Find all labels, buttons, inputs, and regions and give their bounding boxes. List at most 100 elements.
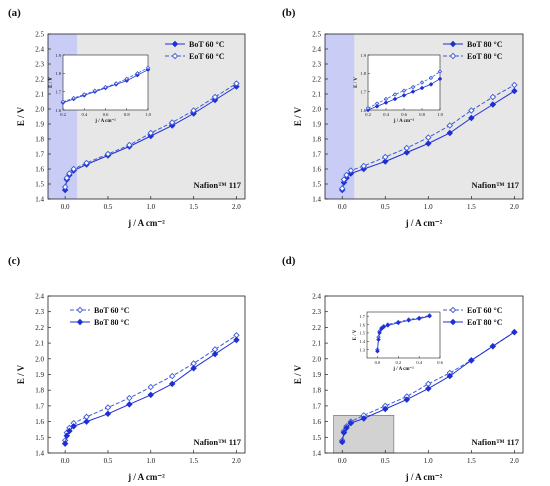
data-point: [233, 80, 240, 87]
inset-y-axis-label: E / V: [353, 329, 358, 340]
inset-y-tick-label: 1.7: [360, 89, 366, 94]
y-tick-label: 1.4: [312, 196, 321, 204]
y-tick-label: 2.3: [35, 61, 44, 69]
y-tick-label: 1.5: [35, 434, 44, 442]
y-tick-label: 1.9: [35, 371, 44, 379]
inset-data-point: [428, 75, 434, 81]
inset-x-tick-label: 0.4: [81, 112, 87, 117]
data-point: [511, 328, 518, 336]
inset-y-tick-label: 1.3: [359, 347, 365, 352]
inset-data-point: [82, 92, 87, 97]
inset-data-point: [124, 76, 129, 82]
axes-frame: [324, 33, 524, 200]
legend-marker: [171, 52, 179, 60]
legend-marker: [449, 40, 457, 48]
data-point: [446, 122, 454, 129]
y-tick-label: 1.7: [312, 402, 321, 410]
legend-label: BoT 80 °C: [94, 318, 130, 327]
x-tick-label: 2.0: [510, 203, 519, 211]
inset-data-point: [377, 330, 382, 336]
inset-y-tick-label: 1.9: [55, 53, 61, 58]
y-tick-label: 2.5: [35, 31, 44, 39]
inset-y-tick-label: 1.6: [360, 108, 366, 113]
data-point: [347, 419, 355, 427]
material-annotation: Nafion™ 117: [472, 180, 520, 190]
y-tick-label: 2.3: [312, 61, 321, 69]
y-tick-label: 1.8: [35, 387, 44, 395]
data-point: [446, 129, 454, 137]
data-point: [190, 364, 197, 372]
inset-x-axis-label: j / A cm⁻²: [392, 366, 414, 372]
y-tick-label: 1.5: [312, 434, 321, 442]
x-axis-label: j / A cm⁻²: [405, 218, 443, 228]
y-tick-label: 2.1: [312, 91, 321, 99]
y-axis-label: E / V: [293, 106, 303, 126]
data-point: [489, 93, 497, 101]
data-point: [425, 134, 432, 141]
inset-x-tick-label: 0.8: [419, 112, 425, 117]
x-tick-label: 1.0: [146, 457, 155, 465]
inset-data-point: [416, 316, 422, 321]
data-point: [338, 185, 346, 192]
data-point: [468, 357, 475, 364]
inset-x-tick-label: 1.0: [437, 112, 443, 117]
data-point: [70, 165, 77, 173]
inset-data-point: [145, 65, 151, 71]
y-tick-label: 2.4: [35, 293, 44, 301]
data-point: [61, 183, 69, 191]
data-point: [338, 438, 346, 446]
inset-y-tick-label: 1.5: [359, 331, 365, 336]
inset-x-tick-label: 0.6: [103, 112, 109, 117]
inset-data-point: [365, 105, 371, 111]
inset-data-point: [410, 89, 416, 94]
legend-label: BoT 60 °C: [189, 40, 225, 49]
data-point: [347, 167, 355, 174]
x-tick-label: 2.0: [232, 457, 241, 465]
y-tick-label: 1.8: [35, 136, 44, 144]
inset-chart: 1.3 1.4 1.5 1.6 1.7 0.0 0.2 0.4 0.6 j / A cm⁻² E /…: [353, 311, 444, 372]
inset-data-point: [410, 84, 416, 90]
inset-data-point: [375, 349, 380, 354]
inset-x-tick-label: 0.8: [124, 112, 130, 117]
data-point: [489, 343, 497, 350]
data-point: [211, 93, 219, 101]
inset-y-tick-label: 1.8: [55, 71, 61, 76]
inset-data-point: [392, 92, 398, 97]
x-tick-label: 0.5: [381, 203, 390, 211]
data-point: [63, 174, 71, 182]
inset-data-point: [381, 324, 386, 330]
inset-data-point: [419, 85, 425, 91]
inset-data-point: [71, 95, 76, 101]
panel-a: (a) 1.4 1.5 1.6 1.7 1.8 1.9 2.0 2.1 2.2 2.3 2.4 2.5 0…: [8, 7, 246, 228]
inset-data-point: [383, 96, 389, 102]
panel-b: (b) 1.4 1.5 1.6 1.7 1.8 1.9 2.0 2.1 2.2 2.3 2.4 2.5 0…: [282, 7, 524, 228]
y-tick-label: 2.2: [312, 324, 321, 332]
data-point: [382, 153, 389, 161]
data-point: [340, 176, 348, 183]
legend-marker: [171, 40, 179, 48]
axes-frame: [47, 33, 246, 200]
inset-y-tick-label: 1.9: [360, 53, 366, 58]
inset-data-point: [385, 323, 391, 328]
inset-data-point: [113, 81, 119, 86]
legend-label: BoT 60 °C: [94, 306, 130, 315]
y-tick-label: 1.5: [35, 181, 44, 189]
data-point: [168, 372, 176, 380]
inset-data-point: [396, 320, 401, 326]
inset-data-point: [374, 104, 380, 109]
y-tick-label: 1.9: [312, 121, 321, 129]
inset-y-tick-label: 1.6: [55, 108, 61, 113]
inset-y-tick-label: 1.7: [359, 314, 365, 319]
x-tick-label: 0.0: [61, 203, 70, 211]
inset-data-point: [428, 82, 434, 87]
x-axis-label: j / A cm⁻²: [127, 472, 165, 482]
y-tick-label: 2.2: [35, 76, 44, 84]
legend-label: EoT 60 °C: [189, 52, 225, 61]
x-tick-label: 2.0: [510, 457, 519, 465]
x-tick-label: 0.5: [104, 457, 113, 465]
inset-y-axis-label: E / V: [49, 77, 54, 88]
inset-data-point: [60, 99, 66, 104]
inset-data-point: [135, 71, 140, 76]
y-tick-label: 2.3: [312, 308, 321, 316]
y-tick-label: 1.7: [35, 151, 44, 159]
